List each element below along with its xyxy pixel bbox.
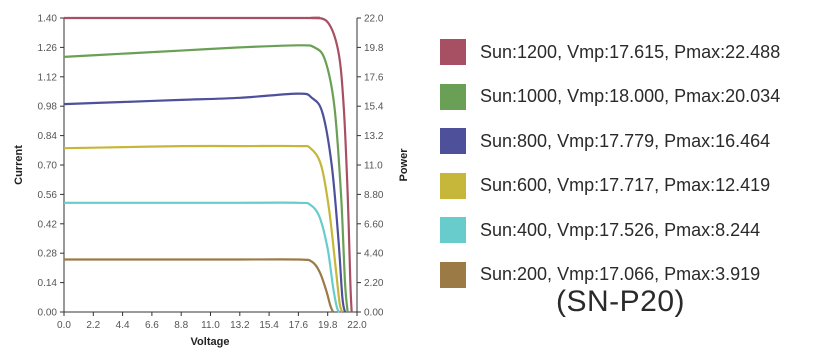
y2-tick-label: 22.0 <box>364 14 384 25</box>
y-tick-label: 0.28 <box>38 249 58 260</box>
x-tick-label: 0.0 <box>57 320 71 331</box>
x-tick-label: 6.6 <box>145 320 159 331</box>
legend-swatch <box>440 128 466 155</box>
legend-item: Sun:1200, Vmp:17.615, Pmax:22.488 <box>440 30 780 75</box>
x-axis-title: Voltage <box>191 336 230 348</box>
legend-swatch <box>440 172 466 199</box>
y2-tick-label: 6.60 <box>364 219 384 230</box>
x-tick-label: 8.8 <box>174 320 188 331</box>
legend-swatch <box>440 217 466 244</box>
y2-tick-label: 17.6 <box>364 72 384 83</box>
y-tick-label: 0.42 <box>38 219 58 230</box>
x-tick-label: 13.2 <box>230 320 250 331</box>
y2-tick-label: 2.20 <box>364 278 384 289</box>
legend-swatch <box>440 83 466 110</box>
legend-item: Sun:800, Vmp:17.779, Pmax:16.464 <box>440 119 780 164</box>
series-line-5 <box>63 201 341 313</box>
y-tick-label: 1.12 <box>38 72 58 83</box>
x-tick-label: 15.4 <box>259 320 279 331</box>
legend-label: Sun:1200, Vmp:17.615, Pmax:22.488 <box>480 41 781 62</box>
y2-tick-label: 8.80 <box>364 190 384 201</box>
x-tick-label: 2.2 <box>86 320 100 331</box>
y-tick-label: 0.00 <box>38 308 58 319</box>
y-tick-label: 0.70 <box>38 161 58 172</box>
series-line-4 <box>63 144 344 313</box>
legend-item: Sun:1000, Vmp:18.000, Pmax:20.034 <box>440 75 780 120</box>
legend-label: Sun:800, Vmp:17.779, Pmax:16.464 <box>480 130 771 151</box>
y2-tick-label: 15.4 <box>364 102 384 113</box>
x-tick-label: 4.4 <box>116 320 130 331</box>
y-tick-label: 1.40 <box>38 14 58 25</box>
y2-tick-label: 4.40 <box>364 249 384 260</box>
legend-swatch <box>440 39 466 66</box>
series-line-3 <box>63 92 347 313</box>
iv-chart: 0.00 0.14 0.28 0.42 0.56 0.70 0.84 0.98 1.12 1.26… <box>13 14 410 349</box>
y-axis-title: Current <box>13 145 25 185</box>
legend: Sun:1200, Vmp:17.615, Pmax:22.488 Sun:100… <box>440 30 780 297</box>
legend-label: Sun:200, Vmp:17.066, Pmax:3.919 <box>480 264 761 285</box>
series-line-2 <box>63 44 349 313</box>
y-tick-label: 1.26 <box>38 43 58 54</box>
y2-tick-label: 11.0 <box>364 161 383 172</box>
model-label: (SN-P20) <box>556 285 686 318</box>
legend-item: Sun:400, Vmp:17.526, Pmax:8.244 <box>440 208 780 253</box>
series-line-1 <box>64 16 353 313</box>
y2-axis-title: Power <box>398 148 410 182</box>
y2-tick-label: 13.2 <box>364 131 384 142</box>
y-tick-label: 0.84 <box>38 131 58 142</box>
legend-swatch <box>440 261 466 288</box>
legend-label: Sun:400, Vmp:17.526, Pmax:8.244 <box>480 219 761 240</box>
x-tick-label: 11.0 <box>201 320 220 331</box>
y2-tick-label: 19.8 <box>364 43 384 54</box>
legend-label: Sun:1000, Vmp:18.000, Pmax:20.034 <box>480 86 781 107</box>
y-tick-label: 0.56 <box>38 190 58 201</box>
legend-item: Sun:200, Vmp:17.066, Pmax:3.919 <box>440 253 780 298</box>
y-tick-label: 0.98 <box>38 102 58 113</box>
legend-item: Sun:600, Vmp:17.717, Pmax:12.419 <box>440 164 780 209</box>
x-tick-label: 19.8 <box>318 320 338 331</box>
y2-tick-label: 0.00 <box>364 308 384 319</box>
y-tick-label: 0.14 <box>38 278 58 289</box>
legend-label: Sun:600, Vmp:17.717, Pmax:12.419 <box>480 175 771 196</box>
series-line-6 <box>64 258 335 313</box>
x-tick-label: 22.0 <box>347 320 367 331</box>
x-tick-label: 17.6 <box>289 320 309 331</box>
